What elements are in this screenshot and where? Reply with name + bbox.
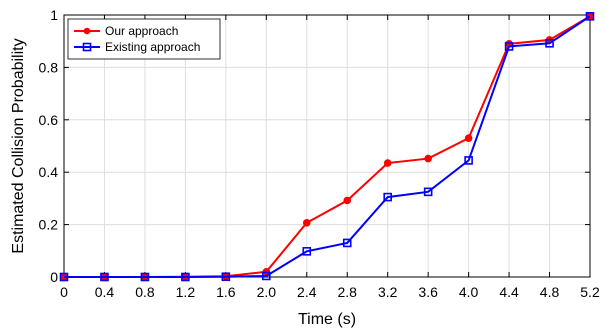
x-axis-label: Time (s) (298, 311, 356, 328)
legend-entry: Existing approach (74, 40, 200, 54)
legend-label: Existing approach (105, 40, 200, 54)
legend-entry: Our approach (74, 24, 178, 38)
x-tick-label: 1.2 (176, 284, 196, 300)
data-point (585, 12, 595, 21)
data-point (221, 272, 231, 282)
x-tick-label: 0 (60, 284, 68, 300)
y-axis-label: Estimated Collision Probability (10, 38, 27, 253)
x-tick-label: 4.8 (540, 284, 560, 300)
x-tick-label: 4.4 (499, 284, 519, 300)
x-tick-label: 3.6 (418, 284, 438, 300)
data-point (383, 159, 392, 167)
x-tick-label: 2.4 (297, 284, 317, 300)
x-tick-label: 1.6 (216, 284, 236, 300)
data-point (464, 156, 473, 165)
data-point (302, 218, 311, 227)
y-tick-label: 0.8 (39, 59, 59, 75)
x-tick-label: 5.2 (580, 284, 600, 300)
data-point (262, 271, 271, 281)
y-tick-label: 0.4 (39, 164, 59, 180)
data-point (383, 192, 392, 202)
data-point (181, 272, 190, 282)
x-tick-label: 2.0 (257, 284, 277, 300)
data-point (464, 134, 473, 142)
data-point (545, 38, 554, 48)
data-point (504, 42, 514, 51)
legend-box (67, 18, 221, 60)
y-tick-label: 0 (50, 269, 58, 285)
series-line (64, 15, 591, 278)
data-point (424, 154, 432, 163)
x-tick-label: 0.8 (135, 284, 155, 300)
legend-marker (83, 27, 91, 35)
y-tick-label: 0.2 (39, 217, 59, 233)
data-point (342, 238, 352, 248)
axis-ticks: 0 0.4 0.8 1.2 1.6 2.0 2.4 2.8 3.2 3.6 4.0 4.4 4.8 5.2… (39, 7, 600, 300)
x-tick-label: 0.4 (95, 284, 115, 300)
data-point (423, 187, 433, 197)
data-point (343, 196, 352, 205)
legend: Our approach Existing approach (67, 18, 221, 60)
x-tick-label: 4.0 (459, 284, 479, 300)
data-point (100, 272, 109, 282)
x-tick-label: 2.8 (337, 284, 357, 300)
legend-label: Our approach (105, 24, 178, 38)
x-tick-label: 3.2 (378, 284, 398, 300)
plot-area-frame (63, 14, 591, 278)
y-tick-label: 1 (50, 7, 58, 23)
data-point (59, 272, 69, 282)
y-tick-label: 0.6 (39, 112, 59, 128)
legend-marker (82, 42, 92, 52)
data-point (140, 272, 150, 282)
series (59, 12, 595, 282)
data-point (302, 247, 312, 256)
series-existing-approach (59, 12, 595, 282)
